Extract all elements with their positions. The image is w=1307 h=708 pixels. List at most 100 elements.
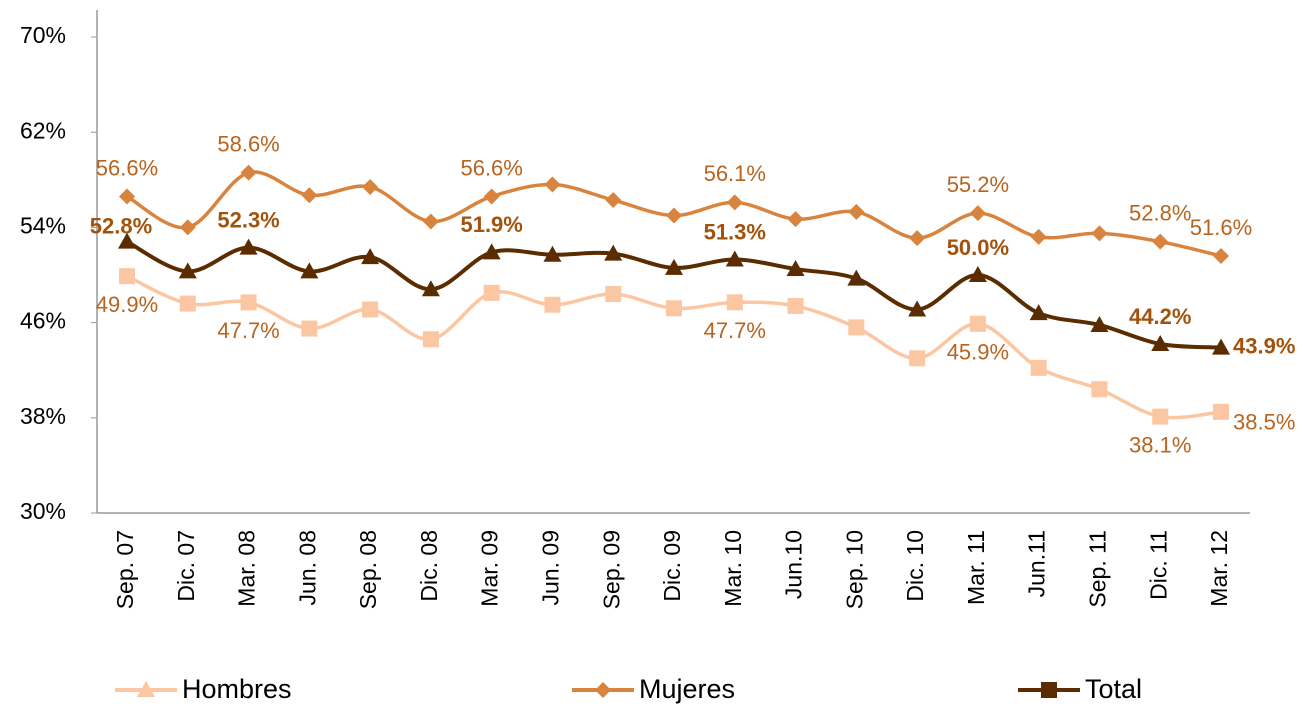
data-point bbox=[1151, 335, 1170, 352]
data-point bbox=[909, 230, 926, 247]
x-tick-label: Mar. 09 bbox=[477, 530, 503, 607]
data-label: 52.3% bbox=[217, 207, 279, 232]
data-label: 51.3% bbox=[704, 219, 766, 244]
data-label: 38.5% bbox=[1233, 410, 1295, 435]
data-point bbox=[1029, 304, 1048, 321]
x-tick-label: Sep. 07 bbox=[112, 530, 138, 609]
data-point bbox=[847, 269, 866, 286]
legend-label: Total bbox=[1085, 674, 1142, 704]
data-point bbox=[240, 294, 257, 311]
data-point bbox=[666, 300, 682, 317]
legend-label: Hombres bbox=[182, 674, 292, 704]
legend-label: Mujeres bbox=[639, 674, 735, 704]
data-point bbox=[968, 266, 987, 282]
x-tick-label: Dic. 08 bbox=[416, 530, 442, 602]
data-point bbox=[544, 176, 561, 193]
data-point bbox=[1152, 408, 1169, 425]
x-tick-label: Jun. 08 bbox=[294, 530, 320, 605]
data-point bbox=[665, 258, 683, 275]
data-point bbox=[969, 205, 986, 222]
x-tick-label: Mar. 11 bbox=[963, 530, 989, 605]
x-tick-label: Mar. 12 bbox=[1206, 530, 1232, 607]
x-tick-label: Jun. 09 bbox=[538, 530, 564, 605]
data-point bbox=[1091, 225, 1108, 242]
data-label: 55.2% bbox=[947, 172, 1009, 197]
data-point bbox=[1091, 381, 1108, 398]
legend-marker bbox=[137, 681, 155, 697]
data-label: 56.6% bbox=[460, 155, 522, 180]
data-point bbox=[787, 297, 804, 314]
data-point bbox=[240, 164, 257, 181]
y-tick-label: 70% bbox=[20, 22, 66, 48]
x-tick-label: Sep. 10 bbox=[841, 530, 867, 609]
data-point bbox=[361, 248, 380, 265]
data-point bbox=[1152, 233, 1169, 250]
data-point bbox=[666, 207, 682, 224]
x-tick-label: Sep. 11 bbox=[1085, 530, 1111, 608]
data-label: 44.2% bbox=[1129, 304, 1191, 329]
data-point bbox=[118, 232, 136, 249]
data-point bbox=[848, 203, 865, 220]
data-point bbox=[726, 194, 743, 211]
data-point bbox=[483, 188, 500, 205]
x-tick-label: Jun.11 bbox=[1024, 530, 1050, 597]
data-label: 52.8% bbox=[1129, 200, 1191, 225]
y-tick-label: 54% bbox=[20, 212, 66, 238]
data-label: 56.1% bbox=[704, 161, 766, 186]
data-label: 51.6% bbox=[1190, 215, 1252, 240]
data-label: 43.9% bbox=[1233, 333, 1295, 358]
y-tick-label: 62% bbox=[20, 117, 66, 143]
x-tick-label: Dic. 09 bbox=[659, 530, 685, 602]
y-tick-label: 38% bbox=[20, 403, 66, 429]
data-point bbox=[119, 268, 135, 285]
data-point bbox=[605, 192, 622, 209]
legend-marker bbox=[595, 682, 611, 698]
data-point bbox=[604, 244, 623, 261]
data-label: 47.7% bbox=[217, 318, 279, 343]
data-point bbox=[725, 250, 744, 267]
data-label: 56.6% bbox=[96, 155, 158, 180]
data-point bbox=[969, 315, 986, 332]
x-tick-label: Sep. 09 bbox=[598, 530, 624, 609]
data-label: 47.7% bbox=[704, 318, 766, 343]
data-label: 58.6% bbox=[217, 131, 279, 156]
data-point bbox=[543, 245, 562, 262]
data-point bbox=[422, 213, 439, 230]
x-tick-label: Dic. 10 bbox=[902, 530, 928, 602]
data-label: 49.9% bbox=[96, 292, 158, 317]
data-point bbox=[179, 219, 196, 236]
data-label: 52.8% bbox=[90, 213, 152, 238]
x-tick-label: Jun.10 bbox=[781, 530, 807, 599]
data-point bbox=[301, 187, 318, 204]
data-point bbox=[605, 286, 622, 303]
legend-marker bbox=[1041, 682, 1057, 698]
data-point bbox=[179, 295, 196, 312]
data-point bbox=[178, 262, 197, 279]
data-label: 51.9% bbox=[460, 212, 522, 237]
data-point bbox=[421, 280, 440, 297]
data-point bbox=[482, 243, 501, 260]
data-point bbox=[1090, 315, 1109, 332]
data-label: 50.0% bbox=[947, 235, 1009, 260]
data-point bbox=[908, 300, 927, 317]
x-tick-label: Dic. 07 bbox=[173, 530, 199, 602]
data-point bbox=[787, 211, 804, 228]
data-point bbox=[300, 262, 319, 279]
data-point bbox=[1030, 359, 1047, 376]
data-point bbox=[301, 320, 318, 337]
series-line bbox=[126, 274, 1222, 420]
x-tick-label: Dic. 11 bbox=[1145, 530, 1171, 600]
data-point bbox=[239, 238, 258, 255]
data-point bbox=[483, 284, 500, 301]
data-point bbox=[909, 350, 926, 367]
x-tick-label: Mar. 08 bbox=[234, 530, 260, 607]
data-point bbox=[726, 294, 743, 311]
data-point bbox=[1213, 247, 1229, 264]
x-tick-label: Sep. 08 bbox=[355, 530, 381, 609]
data-point bbox=[422, 331, 439, 348]
y-tick-label: 30% bbox=[20, 498, 66, 524]
data-point bbox=[848, 319, 865, 336]
data-point bbox=[1213, 403, 1229, 420]
data-point bbox=[119, 188, 135, 205]
